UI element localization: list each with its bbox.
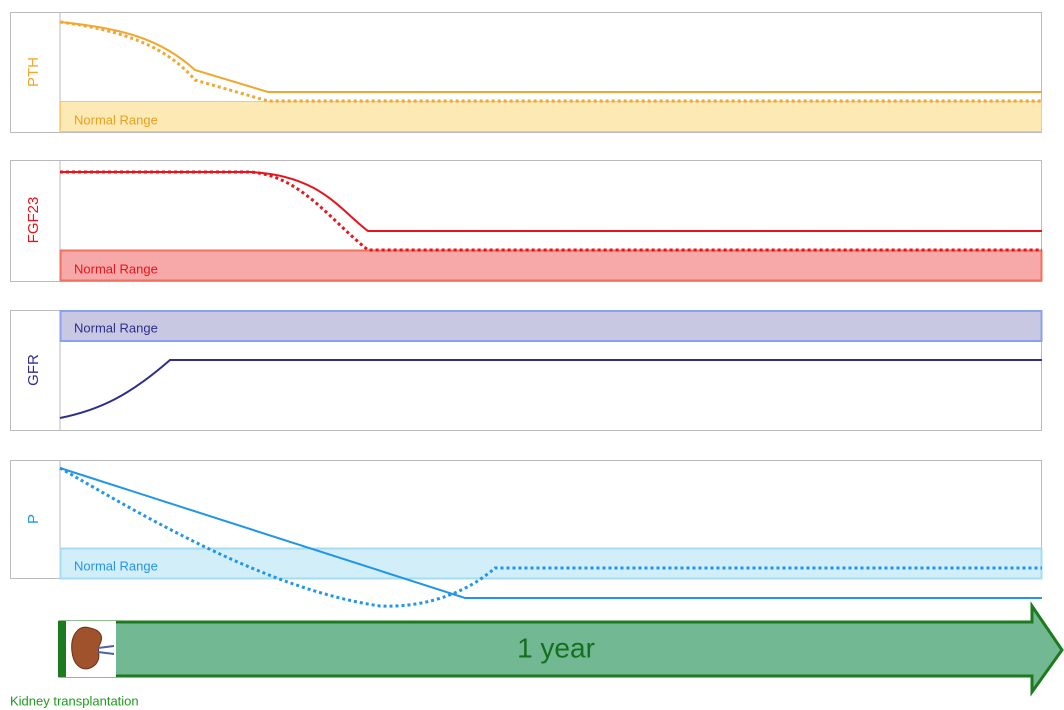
normal-range-band (60, 101, 1042, 132)
fgf23-panel: Normal Range FGF23 (10, 160, 1043, 282)
curve-solid (59, 467, 1042, 599)
p-panel: Normal Range P (10, 460, 1043, 608)
kidney-icon (71, 626, 103, 670)
pth-panel: Normal Range PTH (10, 12, 1042, 133)
curve-dotted (59, 20, 1042, 103)
curve-dotted (59, 466, 1042, 608)
curve-dotted (60, 170, 1042, 252)
panel-frame (10, 12, 1042, 133)
kidney-vessels (97, 645, 115, 655)
panel-label: GFR (25, 354, 42, 386)
normal-range-band (59, 547, 1043, 580)
curve-solid (60, 171, 1042, 232)
gfr-panel: Normal Range GFR (10, 310, 1043, 431)
curve-solid (59, 21, 1042, 93)
normal-range-band (59, 249, 1043, 282)
timeline-caption: Kidney transplantation (10, 693, 139, 708)
timeline-start (58, 621, 66, 677)
panel-label: PTH (25, 57, 42, 87)
range-label: Normal Range (74, 558, 158, 573)
panel-label: P (25, 514, 42, 524)
timeline-label: 1 year (517, 632, 595, 663)
curve-solid (59, 359, 1042, 419)
timeline: 1 year Kidney transplantation (10, 601, 1064, 708)
panel-label: FGF23 (25, 197, 42, 244)
range-label: Normal Range (74, 112, 158, 127)
range-label: Normal Range (74, 261, 158, 276)
range-label: Normal Range (74, 320, 158, 335)
normal-range-band (59, 310, 1043, 342)
timeline-arrow (58, 601, 1064, 697)
